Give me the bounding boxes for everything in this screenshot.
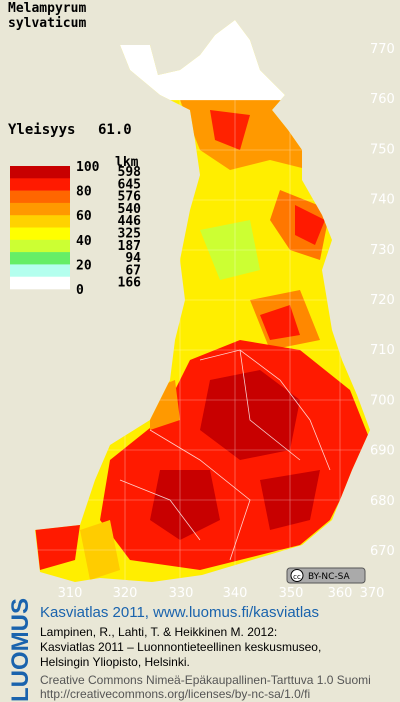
legend-scale-label: 60 bbox=[76, 209, 92, 224]
legend-scale-label: 80 bbox=[76, 185, 92, 200]
legend-count: 325 bbox=[118, 227, 141, 242]
legend-swatch bbox=[10, 252, 70, 265]
legend-swatch bbox=[10, 264, 70, 277]
y-grid-label: 740 bbox=[370, 193, 395, 208]
y-grid-label: 710 bbox=[370, 343, 395, 358]
title-line: sylvaticum bbox=[8, 16, 86, 31]
legend-swatch bbox=[10, 190, 70, 204]
license-badge: cc BY-NC-SA bbox=[286, 567, 366, 584]
legend-swatch bbox=[10, 239, 70, 253]
svg-text:cc: cc bbox=[293, 573, 301, 581]
y-grid-label: 720 bbox=[370, 293, 395, 308]
legend-scale-label: 20 bbox=[76, 258, 92, 273]
license-text: Creative Commons Nimeä-Epäkaupallinen-Ta… bbox=[40, 673, 371, 687]
y-grid-label: 750 bbox=[370, 142, 395, 157]
y-grid-label: 670 bbox=[370, 544, 395, 559]
y-grid-label: 700 bbox=[370, 393, 395, 408]
legend-count: 446 bbox=[118, 214, 142, 229]
y-grid-label: 730 bbox=[370, 243, 395, 258]
legend-count: 598 bbox=[118, 165, 142, 180]
legend-count: 67 bbox=[125, 263, 141, 278]
y-grid-label: 690 bbox=[370, 444, 395, 459]
frequency-label: Yleisyys bbox=[8, 122, 75, 138]
legend-swatch bbox=[10, 276, 70, 290]
logo: LUOMUS bbox=[7, 598, 34, 702]
x-grid-label: 340 bbox=[223, 586, 248, 601]
x-grid-label: 320 bbox=[113, 586, 138, 601]
x-grid-label: 350 bbox=[279, 586, 304, 601]
x-grid-label: 330 bbox=[169, 586, 194, 601]
y-grid-label: 760 bbox=[370, 92, 395, 107]
legend-swatch bbox=[10, 227, 70, 241]
legend-count: 645 bbox=[118, 177, 141, 192]
legend-swatch bbox=[10, 178, 70, 191]
title-line: Melampyrum bbox=[8, 1, 86, 16]
legend-count: 576 bbox=[118, 190, 142, 205]
legend-scale-label: 100 bbox=[76, 160, 100, 175]
citation: Kasviatlas 2011 – Luonnontieteellinen ke… bbox=[40, 640, 321, 654]
y-grid-label: 770 bbox=[370, 42, 395, 57]
overlay: Melampyrum sylvaticum Yleisyys 61.0 lkm … bbox=[7, 1, 371, 702]
legend-swatch bbox=[10, 215, 70, 228]
frequency-value: 61.0 bbox=[98, 122, 132, 138]
legend-count: 540 bbox=[118, 202, 142, 217]
legend-scale-label: 40 bbox=[76, 234, 92, 249]
legend-count: 187 bbox=[118, 239, 141, 254]
y-grid-label: 680 bbox=[370, 494, 395, 509]
citation: Helsingin Yliopisto, Helsinki. bbox=[40, 655, 190, 669]
citation: Lampinen, R., Lahti, T. & Heikkinen M. 2… bbox=[40, 625, 277, 639]
license-text: http://creativecommons.org/licenses/by-n… bbox=[40, 687, 310, 701]
legend-swatch bbox=[10, 166, 70, 179]
site-link: Kasviatlas 2011, www.luomus.fi/kasviatla… bbox=[40, 604, 319, 621]
legend-count: 94 bbox=[125, 251, 141, 266]
x-grid-label: 360 bbox=[328, 586, 353, 601]
license-badge-text: BY-NC-SA bbox=[308, 572, 351, 582]
legend-swatch bbox=[10, 202, 70, 216]
x-grid-label: 370 bbox=[360, 586, 385, 601]
legend-scale-label: 0 bbox=[76, 283, 84, 298]
legend-count: 166 bbox=[118, 276, 142, 291]
count-header: lkm bbox=[115, 155, 139, 170]
x-grid-label: 310 bbox=[58, 586, 83, 601]
